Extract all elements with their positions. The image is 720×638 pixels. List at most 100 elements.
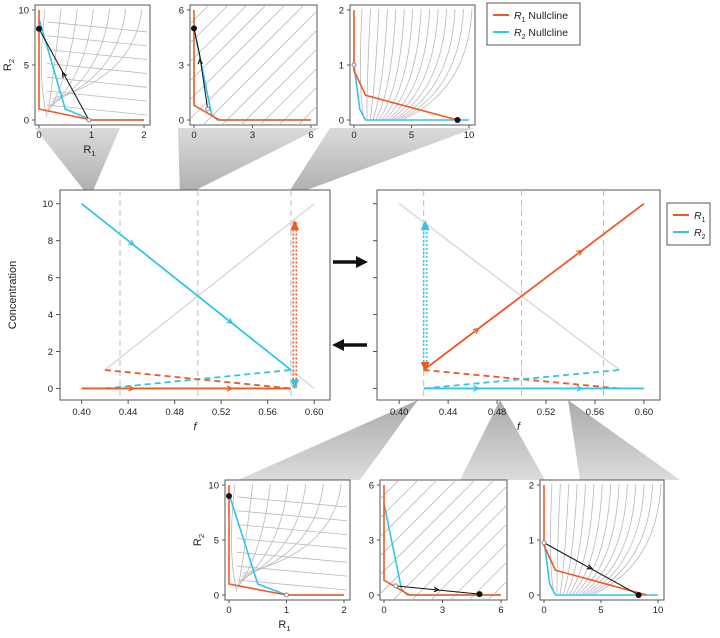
legend-label: R1: [694, 210, 706, 224]
y-tick-label: 0: [24, 116, 29, 127]
stable-point: [635, 592, 642, 598]
x-tick-label: 3: [440, 605, 445, 616]
y-tick-label: 3: [369, 536, 374, 547]
unstable-point: [541, 540, 547, 546]
y-tick-label: 4: [48, 310, 53, 321]
unstable-point: [284, 592, 289, 598]
field-streak: [397, 8, 456, 120]
field-streak: [392, 485, 508, 601]
field-streak: [236, 524, 348, 536]
x-tick-label: 1: [89, 130, 94, 141]
y-tick-label: 2: [48, 347, 53, 358]
field-streak: [581, 483, 628, 595]
bifurcation-right: 0.40 0.44 0.48 0.52 0.56 0.60 f: [373, 189, 661, 433]
trajectory-arrow: [61, 71, 68, 78]
field-streak: [388, 8, 431, 120]
y-tick-label: 10: [208, 481, 219, 492]
field-streak: [46, 76, 148, 88]
trajectory: [193, 28, 209, 110]
backward-arrow-head: [332, 339, 344, 351]
legend-box: [666, 202, 711, 246]
x-tick-label: 0.60: [635, 407, 654, 418]
field-streak: [590, 483, 654, 595]
field-streak: [52, 8, 143, 99]
field-streak: [587, 483, 645, 595]
series-r1-unstable: [423, 369, 620, 390]
zoom-connector-bottom-3: [568, 400, 680, 480]
flow-arrow: [128, 385, 136, 392]
y-tick-label: 10: [42, 199, 53, 210]
field-streak: [236, 551, 348, 563]
x-tick-label: 5: [409, 130, 414, 141]
field-streak: [584, 483, 637, 595]
phase-top-3: 0 5 10 0 1 2: [339, 4, 476, 141]
legend-label: R2 Nullcline: [514, 27, 568, 41]
x-tick-label: 0.56: [586, 407, 605, 418]
x-tick-label: 0.40: [390, 407, 409, 418]
field-streak: [236, 496, 348, 508]
field-streak: [379, 8, 405, 120]
y-tick-label: 0: [48, 384, 53, 395]
flow-arrow: [226, 385, 234, 392]
y-axis-label: R2: [192, 534, 206, 546]
field-streak: [578, 483, 620, 595]
jump-arrow-head: [290, 220, 300, 231]
phase-bottom-2: 0 3 6 0 3 6: [369, 479, 508, 616]
phase-frame: [379, 479, 508, 601]
vector-field: [189, 4, 318, 126]
zoom-connector-top-2: [178, 128, 320, 198]
legend-label: R1 Nullcline: [514, 10, 568, 24]
x-tick-label: 0: [381, 605, 386, 616]
x-tick-label: 0.56: [258, 407, 277, 418]
x-tick-label: 6: [308, 130, 313, 141]
field-streak: [391, 8, 439, 120]
x-tick-label: 0: [36, 130, 41, 141]
stable-point: [476, 591, 483, 598]
y-axis-label: Concentration: [7, 261, 19, 330]
y-tick-label: 6: [369, 481, 374, 492]
r1-nullcline: [193, 10, 311, 121]
unstable-point: [86, 117, 92, 123]
series-r1-stable: [423, 202, 645, 371]
zoom-connector-top-1: [35, 128, 120, 198]
field-streak: [231, 483, 238, 593]
x-tick-label: 2: [141, 130, 146, 141]
field-streak: [593, 483, 662, 595]
y-tick-label: 2: [529, 481, 534, 492]
stable-point: [36, 25, 42, 32]
field-streak: [411, 504, 508, 601]
x-tick-label: 5: [598, 605, 603, 616]
field-streak: [278, 86, 318, 126]
field-streak: [379, 479, 400, 500]
bifurcation-left: 0.40 0.44 0.48 0.52 0.56 0.60 0 2 4 6 8 10 f Concentr…: [7, 189, 331, 433]
trajectory-arrow: [433, 586, 440, 593]
phase-frame: [349, 4, 476, 126]
y-tick-label: 0: [369, 591, 374, 602]
y-tick-label: 10: [18, 6, 29, 17]
unstable-point: [205, 106, 211, 112]
x-axis-label: R1: [278, 619, 290, 633]
vector-field: [231, 483, 348, 593]
r1-nullcline: [228, 485, 344, 596]
x-tick-label: 10: [653, 605, 664, 616]
y-tick-label: 3: [179, 61, 184, 72]
x-tick-label: 0.52: [212, 407, 231, 418]
field-streak: [259, 67, 318, 126]
field-streak: [360, 8, 365, 120]
flow-arrow: [473, 385, 481, 392]
x-tick-label: 6: [498, 605, 503, 616]
field-streak: [46, 63, 148, 74]
series-r2-stable: [81, 202, 292, 371]
field-streak: [575, 483, 612, 595]
flow-arrow: [226, 317, 234, 325]
x-tick-label: 0: [541, 605, 546, 616]
field-streak: [385, 8, 422, 120]
x-tick-label: 0.40: [72, 407, 91, 418]
jump-arrow-down-head: [290, 379, 300, 390]
field-streak: [202, 10, 318, 126]
series-r1-unstable: [104, 369, 292, 390]
flow-arrow: [576, 249, 584, 256]
vector-field: [550, 483, 662, 595]
zoom-connector-bottom-2: [460, 400, 545, 480]
